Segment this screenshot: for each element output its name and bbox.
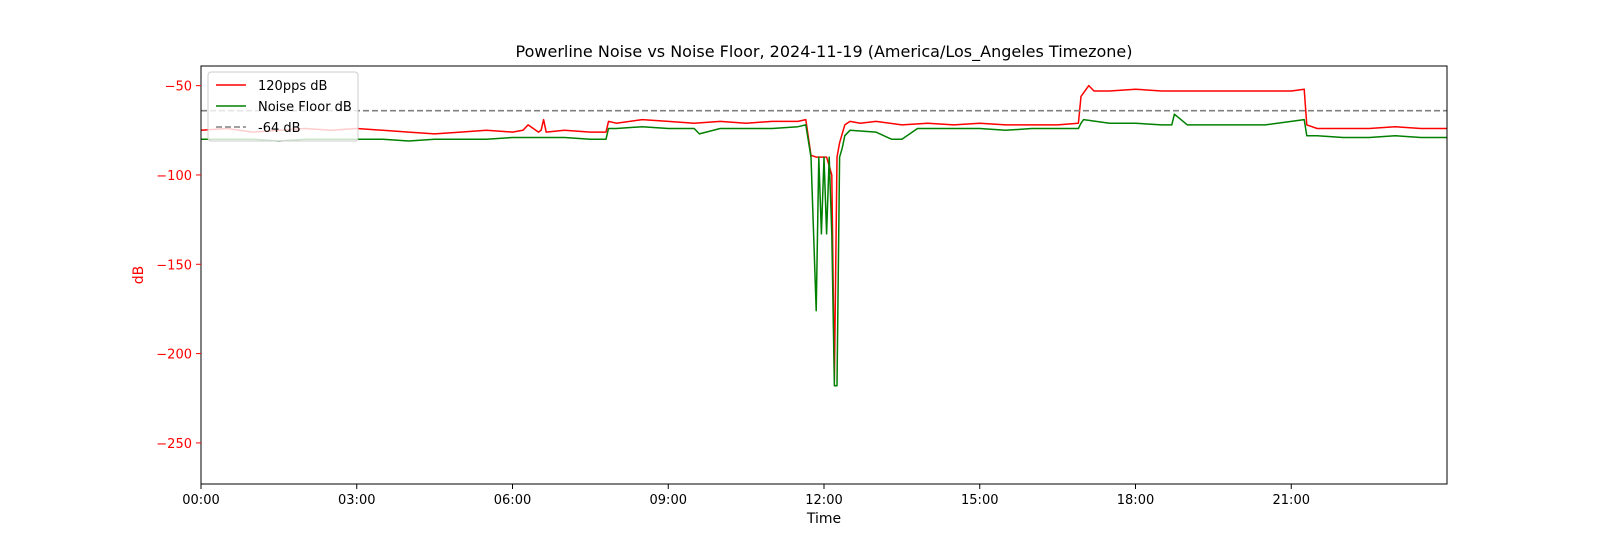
legend-label-0: 120pps dB xyxy=(258,79,327,94)
chart-title: Powerline Noise vs Noise Floor, 2024-11-… xyxy=(516,42,1133,62)
y-tick-label-3: −200 xyxy=(156,348,192,363)
series-layer xyxy=(201,84,1447,387)
x-tick-label-1: 03:00 xyxy=(338,493,375,508)
x-tick-label-4: 12:00 xyxy=(805,493,842,508)
x-axis-label: Time xyxy=(806,511,841,527)
legend: 120pps dB Noise Floor dB -64 dB xyxy=(207,71,359,142)
y-tick-label-2: −150 xyxy=(156,258,192,273)
legend-box xyxy=(207,71,359,142)
legend-label-1: Noise Floor dB xyxy=(258,100,352,115)
y-tick-label-1: −100 xyxy=(156,169,192,184)
series-line-0 xyxy=(201,84,1447,382)
x-tick-label-2: 06:00 xyxy=(494,493,531,508)
y-tick-label-4: −250 xyxy=(156,437,192,452)
x-tick-label-7: 21:00 xyxy=(1273,493,1310,508)
x-tick-label-3: 09:00 xyxy=(650,493,687,508)
plot-frame xyxy=(200,65,1448,485)
series-line-1 xyxy=(201,113,1447,387)
y-axis-label: dB xyxy=(131,266,147,285)
x-tick-label-6: 18:00 xyxy=(1117,493,1154,508)
y-axis: −50 −100 −150 −200 −250 xyxy=(156,80,201,452)
x-axis: 00:00 03:00 06:00 09:00 12:00 15:00 18:00 21:00 xyxy=(182,484,1310,508)
x-tick-label-5: 15:00 xyxy=(961,493,998,508)
x-tick-label-0: 00:00 xyxy=(182,493,219,508)
y-tick-label-0: −50 xyxy=(165,80,192,95)
legend-label-2: -64 dB xyxy=(258,121,301,136)
